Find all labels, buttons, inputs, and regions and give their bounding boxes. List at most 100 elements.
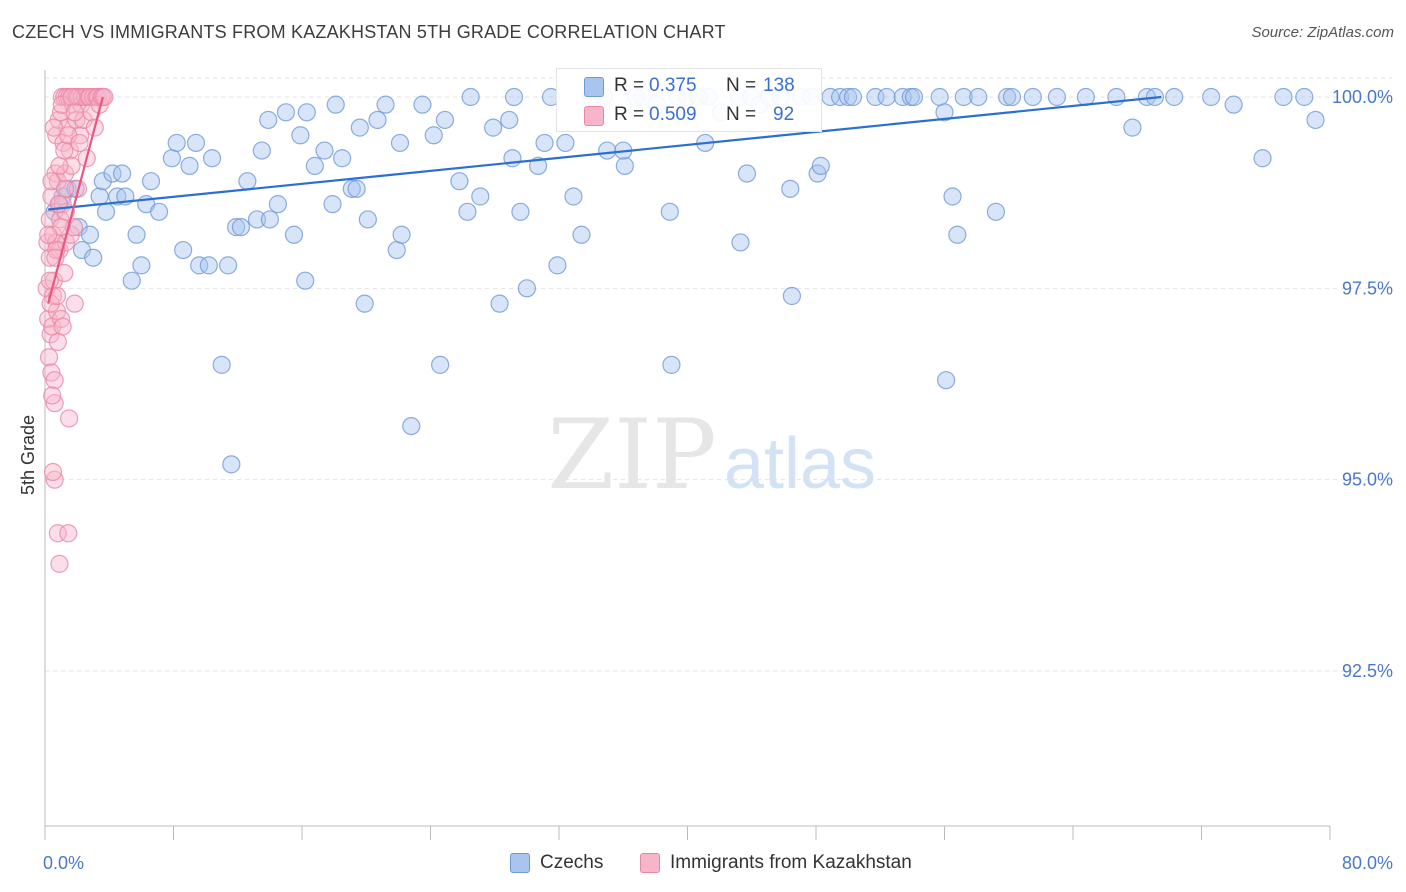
stat-row-czechs: R = 0.375 N = 138 (557, 71, 821, 101)
czechs-point (326, 95, 345, 114)
czechs-point (1165, 87, 1184, 107)
r-value-czechs: 0.375 (649, 75, 697, 96)
x-tick-label: 0.0% (43, 853, 84, 873)
czechs-point (202, 149, 222, 168)
czechs-point (149, 202, 169, 221)
legend-item-czechs[interactable]: Czechs (510, 852, 603, 874)
czechs-point (811, 156, 830, 175)
legend-swatch-kazakhstan (640, 853, 660, 873)
czechs-point (260, 210, 279, 229)
czechs-point (660, 202, 679, 221)
czechs-point (247, 210, 267, 229)
czechs-point (93, 172, 112, 191)
czechs-point (1306, 110, 1325, 130)
czechs-point (402, 416, 421, 436)
kazakhstan-point (39, 348, 59, 367)
czechs-point (347, 179, 366, 198)
n-value-kazakhstan: 92 (773, 104, 795, 125)
czechs-point (1253, 149, 1272, 168)
czechs-point (930, 87, 949, 107)
czechs-point (127, 225, 146, 244)
czechs-point (598, 141, 617, 160)
czechs-point (186, 133, 206, 153)
kazakhstan-point (55, 179, 75, 198)
czechs-point (935, 103, 954, 122)
czechs-point (1202, 87, 1221, 107)
czechs-point (413, 95, 432, 114)
czechs-point (1023, 87, 1042, 107)
czechs-point (333, 149, 352, 168)
czechs-point (1274, 87, 1293, 107)
czechs-point (252, 141, 271, 160)
chart-title: CZECH VS IMMIGRANTS FROM KAZAKHSTAN 5TH … (12, 22, 726, 42)
czechs-point (167, 133, 186, 153)
stat-row-kazakhstan: R = 0.509 N = 92 (557, 100, 821, 130)
czechs-point (1123, 118, 1142, 137)
czechs-point (284, 225, 304, 244)
czechs-point (227, 218, 246, 237)
kazakhstan-point (50, 156, 69, 175)
czechs-point (291, 126, 310, 145)
czechs-point (358, 210, 377, 229)
kazakhstan-point (51, 309, 71, 329)
czechs-point (305, 156, 324, 175)
kazakhstan-point (62, 87, 81, 107)
czechs-point (323, 195, 342, 214)
czechs-point (180, 156, 199, 175)
kazakhstan-point (53, 317, 72, 336)
czechs-point (238, 172, 257, 191)
y-tick-label: 97.5% (1342, 278, 1393, 298)
kazakhstan-point (55, 141, 74, 160)
stat-swatch-kazakhstan (584, 106, 604, 126)
czechs-point (904, 87, 924, 107)
czechs-point (190, 256, 209, 275)
czechs-point (615, 156, 634, 175)
kazakhstan-point (95, 87, 114, 107)
czechs-point (937, 371, 956, 390)
czechs-point (461, 87, 480, 107)
czechs-point (490, 294, 509, 313)
czechs-point (212, 355, 231, 374)
watermark-atlas: atlas (724, 424, 876, 504)
kazakhstan-point (48, 172, 67, 191)
kazakhstan-point (43, 386, 62, 405)
r-label: R = (614, 104, 645, 125)
czechs-point (103, 164, 122, 183)
czechs-point (781, 179, 800, 198)
correlation-stats-box: R = 0.375 N = 138 R = 0.509 N = 92 (556, 68, 822, 132)
n-label: N = (726, 75, 757, 96)
czechs-point (435, 110, 455, 130)
czechs-point (276, 103, 296, 122)
czechs-point (998, 87, 1017, 107)
czechs-point (564, 187, 583, 206)
y-tick-label: 92.5% (1342, 661, 1393, 681)
stat-swatch-czechs (584, 77, 604, 97)
czechs-point (219, 256, 238, 275)
legend-item-kazakhstan[interactable]: Immigrants from Kazakhstan (640, 852, 912, 874)
czechs-point (84, 248, 103, 267)
kazakhstan-points (37, 87, 114, 573)
czechs-point (1047, 87, 1067, 107)
watermark: ZIP atlas (547, 399, 876, 511)
czechs-point (662, 355, 681, 374)
czechs-point (424, 126, 443, 145)
grid-lines (45, 77, 1392, 672)
kazakhstan-point (48, 524, 67, 543)
czechs-point (943, 187, 962, 206)
czechs-point (969, 87, 988, 107)
czechs-point (731, 233, 750, 252)
kazakhstan-point (45, 470, 64, 489)
source-label: Source: ZipAtlas.com (1251, 24, 1394, 41)
czechs-point (368, 110, 387, 130)
czechs-point (556, 133, 575, 153)
czechs-point (199, 256, 218, 275)
kazakhstan-point (43, 462, 63, 482)
czechs-point (548, 256, 567, 275)
kazakhstan-point (60, 141, 79, 160)
czechs-point (342, 179, 361, 198)
n-value-czechs: 138 (763, 75, 795, 96)
czechs-point (500, 110, 519, 130)
czechs-point (231, 218, 251, 237)
czechs-point (112, 164, 132, 183)
